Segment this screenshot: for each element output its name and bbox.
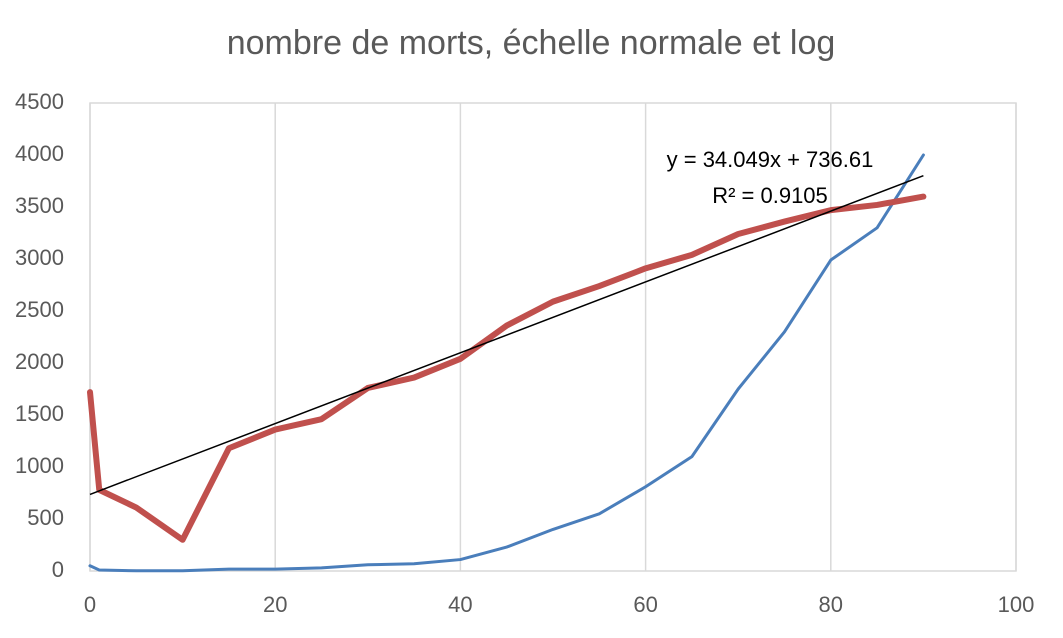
- trendline-r2: R² = 0.9105: [712, 183, 828, 208]
- y-tick-label: 500: [27, 505, 64, 530]
- y-tick-label: 1500: [15, 401, 64, 426]
- x-tick-label: 60: [633, 592, 657, 617]
- x-tick-label: 0: [84, 592, 96, 617]
- series-line: [87, 193, 927, 543]
- chart-title: nombre de morts, échelle normale et log: [227, 24, 836, 62]
- x-tick-label: 40: [448, 592, 472, 617]
- y-tick-label: 0: [52, 557, 64, 582]
- y-tick-label: 1000: [15, 453, 64, 478]
- series-line: [88, 153, 925, 573]
- y-tick-label: 3500: [15, 193, 64, 218]
- trendline-equation: y = 34.049x + 736.61: [667, 147, 874, 172]
- y-tick-label: 2500: [15, 297, 64, 322]
- y-tick-label: 4000: [15, 141, 64, 166]
- x-tick-label: 80: [819, 592, 843, 617]
- y-tick-label: 4500: [15, 89, 64, 114]
- x-tick-label: 20: [263, 592, 287, 617]
- y-tick-label: 3000: [15, 245, 64, 270]
- y-tick-label: 2000: [15, 349, 64, 374]
- trendline: [89, 174, 924, 496]
- x-tick-label: 100: [998, 592, 1035, 617]
